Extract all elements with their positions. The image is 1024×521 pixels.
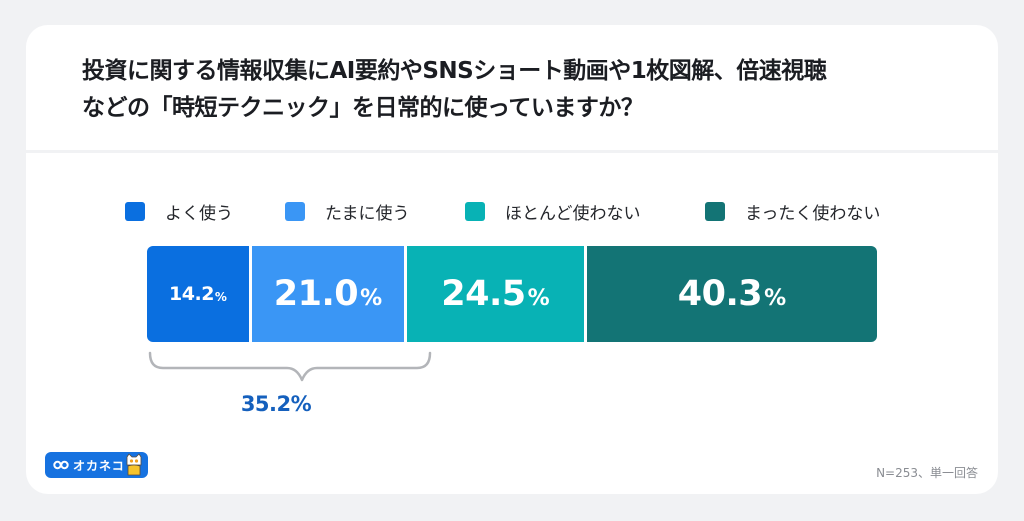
logo-text: オカネコ — [73, 458, 125, 473]
legend-swatch — [125, 202, 145, 221]
segment-unit: % — [360, 285, 383, 311]
legend-item-never: まったく使わない — [705, 199, 880, 224]
legend-item-sometimes: たまに使う — [285, 199, 410, 224]
legend-label: たまに使う — [325, 204, 410, 224]
legend-label: まったく使わない — [745, 204, 881, 224]
bar-segment-often: 14.2% — [147, 246, 249, 342]
okaneko-logo: オカネコ — [45, 452, 148, 478]
segment-value: 40.3 — [677, 274, 763, 314]
segment-unit: % — [214, 289, 227, 304]
infinity-icon — [53, 460, 69, 470]
legend-item-rarely: ほとんど使わない — [465, 199, 641, 224]
bar-segment-never: 40.3% — [587, 246, 877, 342]
title-divider — [26, 150, 998, 153]
legend-item-often: よく使う — [125, 199, 233, 224]
title-line-1: 投資に関する情報収集にAI要約やSNSショート動画や1枚図解、倍速視聴 — [82, 58, 827, 84]
chart-card: 投資に関する情報収集にAI要約やSNSショート動画や1枚図解、倍速視聴 などの「… — [26, 25, 998, 494]
sample-size-note: N=253、単一回答 — [876, 466, 978, 480]
legend-swatch — [705, 202, 725, 221]
bar-segment-sometimes: 21.0% — [252, 246, 404, 342]
stacked-bar: 14.2% 21.0% 24.5% 40.3% — [147, 246, 877, 342]
curly-brace-icon — [148, 351, 432, 382]
segment-value: 21.0 — [273, 274, 359, 314]
legend-label: よく使う — [165, 204, 233, 224]
segment-unit: % — [764, 285, 787, 311]
segment-value: 24.5 — [441, 274, 526, 314]
segment-unit: % — [527, 285, 550, 311]
legend-swatch — [285, 202, 305, 221]
legend-swatch — [465, 202, 485, 221]
segment-value: 14.2 — [169, 283, 214, 305]
bar-segment-rarely: 24.5% — [407, 246, 584, 342]
legend-label: ほとんど使わない — [505, 204, 641, 224]
chart-title: 投資に関する情報収集にAI要約やSNSショート動画や1枚図解、倍速視聴 などの「… — [82, 53, 962, 127]
cat-mascot-icon — [126, 453, 142, 476]
combined-percentage: 35.2% — [240, 392, 312, 416]
title-line-2: などの「時短テクニック」を日常的に使っていますか？ — [82, 95, 644, 121]
